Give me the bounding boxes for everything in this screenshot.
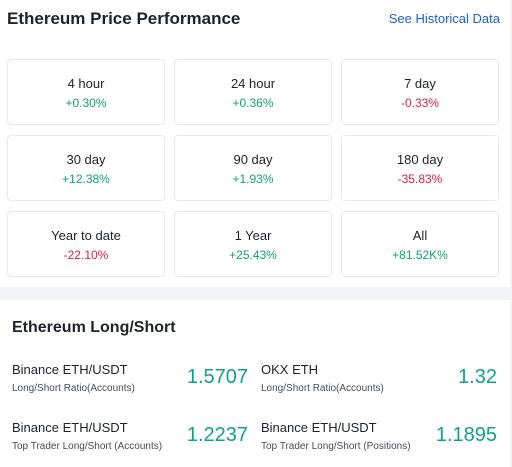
ratio-type: Top Trader Long/Short (Positions) (261, 441, 411, 452)
pair-name: Binance ETH/USDT (12, 362, 128, 377)
period-change: +0.36% (232, 96, 274, 110)
period-label: 90 day (233, 152, 273, 167)
period-change: +81.52K% (392, 248, 448, 262)
performance-cell: 30 day +12.38% (7, 135, 165, 201)
pair-name: OKX ETH (261, 362, 319, 377)
period-label: 7 day (404, 76, 436, 91)
period-change: +25.43% (229, 248, 277, 262)
ratio-value: 1.2237 (186, 424, 248, 446)
period-change: -0.33% (400, 96, 440, 110)
ratio-type: Long/Short Ratio(Accounts) (12, 383, 135, 394)
ratio-item: OKX ETH Long/Short Ratio(Accounts) 1.32 (261, 362, 497, 402)
ratio-item: Binance ETH/USDT Top Trader Long/Short (A… (12, 420, 248, 460)
period-label: Year to date (51, 228, 121, 243)
long-short-card: Ethereum Long/Short Binance ETH/USDT Long… (0, 300, 510, 467)
ratio-value: 1.1895 (435, 424, 497, 446)
ratio-item: Binance ETH/USDT Top Trader Long/Short (P… (261, 420, 497, 460)
performance-cell: All +81.52K% (341, 211, 499, 277)
period-change: +12.38% (62, 172, 110, 186)
period-change: -22.10% (63, 248, 109, 262)
performance-cell: 180 day -35.83% (341, 135, 499, 201)
ratio-value: 1.5707 (186, 366, 248, 388)
ratio-item: Binance ETH/USDT Long/Short Ratio(Account… (12, 362, 248, 402)
card-title: Ethereum Price Performance (7, 9, 241, 28)
section-title: Ethereum Long/Short (12, 319, 176, 336)
performance-cell: 24 hour +0.36% (174, 59, 332, 125)
period-change: -35.83% (397, 172, 443, 186)
period-change: +1.93% (232, 172, 274, 186)
performance-card: Ethereum Price Performance See Historica… (0, 0, 510, 287)
ratio-type: Top Trader Long/Short (Accounts) (12, 441, 163, 452)
period-change: +0.30% (65, 96, 107, 110)
performance-cell: 7 day -0.33% (341, 59, 499, 125)
ratio-value: 1.32 (458, 366, 497, 388)
period-label: 180 day (396, 152, 444, 167)
pair-name: Binance ETH/USDT (261, 420, 377, 435)
performance-cell: 90 day +1.93% (174, 135, 332, 201)
ratio-type: Long/Short Ratio(Accounts) (261, 383, 384, 394)
performance-cell: Year to date -22.10% (7, 211, 165, 277)
historical-link[interactable]: See Historical Data (388, 11, 500, 26)
performance-cell: 1 Year +25.43% (174, 211, 332, 277)
period-label: 30 day (66, 152, 106, 167)
period-label: 24 hour (230, 76, 276, 91)
period-label: 4 hour (67, 76, 105, 91)
period-label: All (412, 228, 428, 243)
period-label: 1 Year (234, 228, 272, 243)
pair-name: Binance ETH/USDT (12, 420, 128, 435)
performance-cell: 4 hour +0.30% (7, 59, 165, 125)
